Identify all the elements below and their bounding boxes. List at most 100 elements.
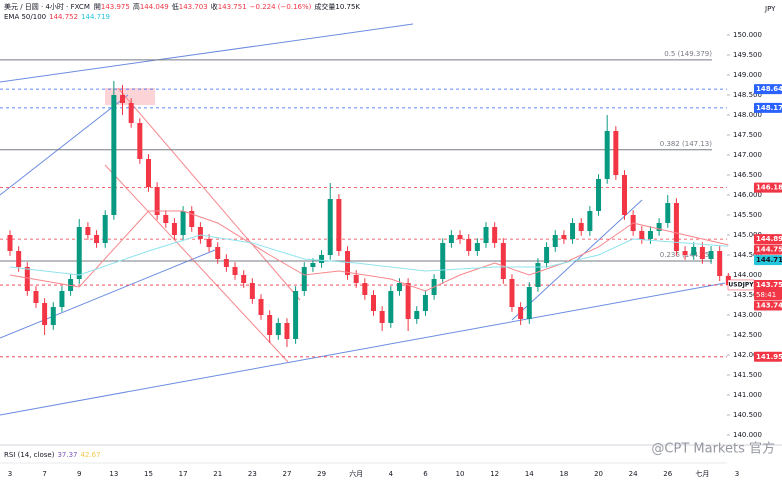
candle-body <box>171 223 177 235</box>
candle-body <box>241 275 247 283</box>
y-tick-label: 140.500 <box>733 411 762 419</box>
candle-body <box>621 175 627 215</box>
candle-body <box>518 307 524 319</box>
candle-body <box>526 287 532 319</box>
info-value: 144.049 <box>139 3 169 11</box>
candle-body <box>561 235 567 239</box>
countdown: 58:41 <box>756 291 776 299</box>
y-tick-label: 141.500 <box>733 371 762 379</box>
x-tick-label: 27 <box>282 470 291 478</box>
y-tick-label: 143.500 <box>733 291 762 299</box>
ema-line <box>9 234 729 276</box>
candle-body <box>59 291 65 307</box>
candle-body <box>665 203 671 223</box>
x-tick-label: 29 <box>317 470 326 478</box>
symbol-tag <box>727 279 755 291</box>
price-tag <box>754 300 782 311</box>
candle-body <box>414 311 420 319</box>
header-row: 美元 / 日圆 · 4小时 · FXCM 開143.975 高144.049 低143… <box>4 2 363 12</box>
highlight-box <box>105 88 155 105</box>
x-tick-label: 12 <box>490 470 499 478</box>
watermark: @CPT Markets 官方 <box>651 441 775 457</box>
indicator-row: EMA 50/100 144.752 144.719 <box>4 12 363 22</box>
candle-body <box>33 291 39 303</box>
y-tick-label: 148.500 <box>733 91 762 99</box>
price-tag-label: 141.955 <box>756 353 782 361</box>
candle-body <box>310 263 316 267</box>
indicator-value: 144.719 <box>81 13 111 21</box>
price-tag-label: 146.184 <box>756 184 782 192</box>
price-tag <box>754 255 782 266</box>
candle-body <box>509 279 515 307</box>
candle-body <box>353 275 359 283</box>
candle-body <box>673 203 679 251</box>
currency-label: JPY <box>764 5 776 13</box>
candle-body <box>327 199 333 255</box>
x-tick-label: 21 <box>213 470 222 478</box>
candle-body <box>604 131 610 179</box>
candle-body <box>500 243 506 279</box>
candle-body <box>275 323 281 335</box>
candle-body <box>699 247 705 259</box>
x-tick-label: 17 <box>179 470 188 478</box>
info-label: 開 <box>93 3 101 11</box>
x-tick-label: 六月 <box>349 469 363 478</box>
candle-body <box>535 263 541 287</box>
candle-body <box>656 223 662 231</box>
candle-body <box>215 247 221 259</box>
info-label: 收 <box>210 3 218 11</box>
candle-body <box>232 267 238 275</box>
indicator-label: EMA 50/100 <box>4 13 47 21</box>
y-tick-label: 148.000 <box>733 111 762 119</box>
candle-body <box>319 255 325 263</box>
candle-body <box>596 179 602 211</box>
price-tag <box>754 234 782 245</box>
candle-body <box>483 227 489 243</box>
trend-line <box>104 164 289 363</box>
price-tag-label: 143.751 <box>756 281 782 289</box>
candle-body <box>682 251 688 255</box>
candle-body <box>405 283 411 319</box>
candle-body <box>180 211 186 235</box>
price-tag <box>754 84 782 95</box>
candle-body <box>466 239 472 251</box>
candle-body <box>570 223 576 239</box>
candle-body <box>301 267 307 291</box>
candle-body <box>293 291 299 339</box>
candle-body <box>552 235 558 247</box>
x-tick-label: 20 <box>594 470 603 478</box>
candle-body <box>223 259 229 267</box>
candle-body <box>639 231 645 239</box>
candle-body <box>249 283 255 299</box>
candle-body <box>145 159 151 187</box>
candle-body <box>267 315 273 335</box>
candle-body <box>717 251 723 276</box>
y-tick-label: 143.000 <box>733 311 762 319</box>
x-tick-label: 10 <box>456 470 465 478</box>
candle-body <box>189 211 195 227</box>
x-tick-label: 6 <box>423 470 428 478</box>
y-tick-label: 142.500 <box>733 331 762 339</box>
candle-body <box>422 295 428 311</box>
price-tag-label: 144.719 <box>756 256 782 264</box>
candle-body <box>492 227 498 243</box>
x-tick-label: 七月 <box>695 469 709 478</box>
candle-body <box>50 307 56 325</box>
candle-body <box>197 227 203 239</box>
y-tick-label: 144.500 <box>733 251 762 259</box>
candle-body <box>120 95 126 103</box>
symbol-tag-label: USDJPY <box>728 281 754 288</box>
info-label: 低 <box>171 3 179 11</box>
x-tick-label: 7 <box>42 470 46 478</box>
x-tick-label: 13 <box>109 470 118 478</box>
candle-body <box>440 243 446 279</box>
y-tick-label: 149.000 <box>733 71 762 79</box>
y-tick-label: 150.000 <box>733 31 762 39</box>
trend-line <box>117 87 301 301</box>
y-tick-label: 147.000 <box>733 151 762 159</box>
candle-body <box>544 247 550 263</box>
y-tick-label: 146.500 <box>733 171 762 179</box>
x-tick-label: 24 <box>629 470 638 478</box>
